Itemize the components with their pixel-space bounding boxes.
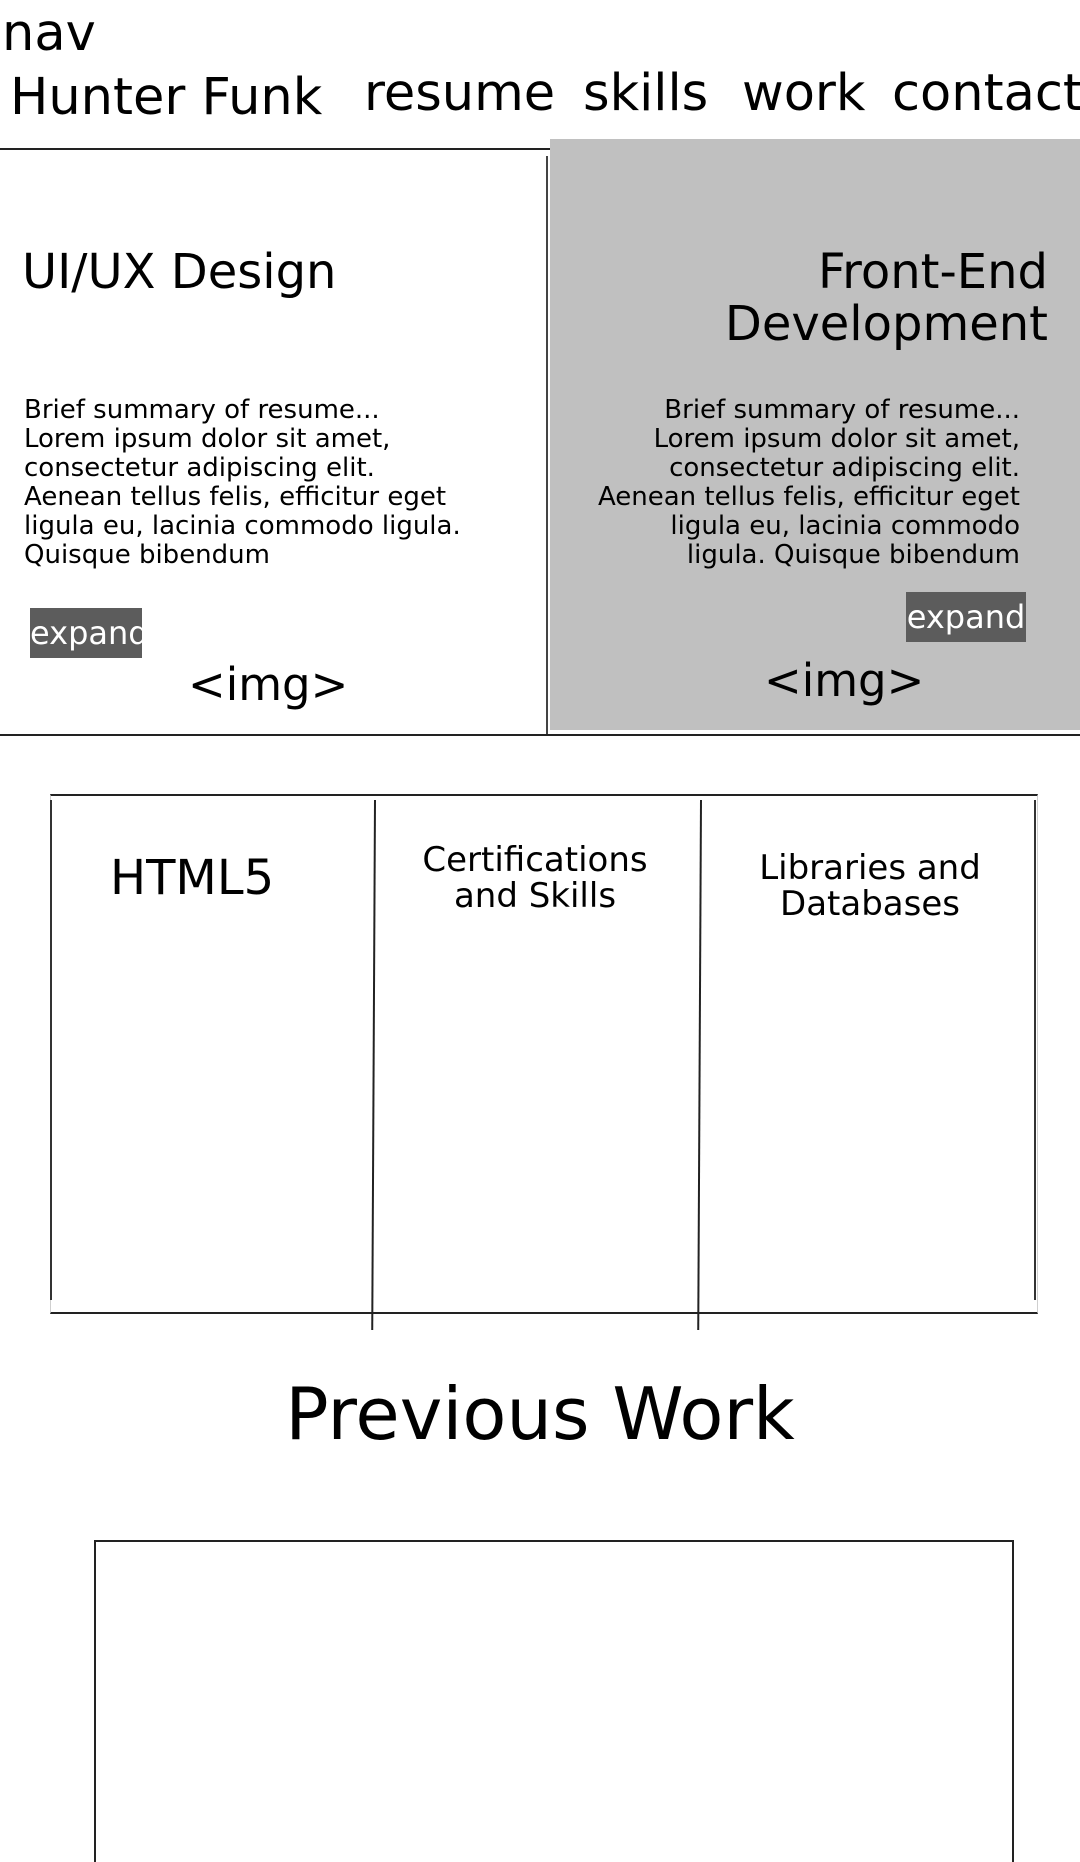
summary-line: ligula. Quisque bibendum: [686, 540, 1020, 570]
summary-line: consectetur adipiscing elit.: [669, 453, 1020, 483]
nav-link-contact[interactable]: contact: [892, 64, 1080, 123]
front-end-card-title: Front-End Development: [650, 246, 1048, 350]
skill-column-libraries: Libraries and Databases: [740, 850, 1000, 922]
skill-heading-line: Databases: [780, 884, 960, 924]
nav-label: nav: [2, 4, 96, 63]
summary-line: Aenean tellus felis, efficitur eget: [24, 482, 447, 512]
summary-line: Brief summary of resume...: [24, 395, 380, 425]
nav-link-work[interactable]: work: [742, 64, 866, 123]
front-end-image-placeholder: <img>: [764, 654, 925, 707]
front-end-expand-button[interactable]: expand: [906, 592, 1026, 642]
summary-line: ligula eu, lacinia commodo: [670, 511, 1020, 541]
summary-line: consectetur adipiscing elit.: [24, 453, 375, 483]
nav-link-resume[interactable]: resume: [364, 64, 556, 123]
skill-column-html5: HTML5: [110, 850, 274, 906]
summary-line: Quisque bibendum: [24, 540, 270, 570]
nav-link-skills[interactable]: skills: [583, 64, 709, 123]
brand-name[interactable]: Hunter Funk: [10, 68, 323, 127]
skills-panel-right-edge: [1034, 800, 1036, 1300]
skill-heading-line: Libraries and: [759, 848, 981, 888]
skill-heading: HTML5: [110, 850, 275, 906]
title-line: Front-End: [818, 244, 1048, 300]
hero-column-divider: [546, 156, 548, 734]
previous-work-title: Previous Work: [285, 1372, 795, 1456]
header-divider: [0, 148, 1080, 150]
ui-ux-expand-button[interactable]: expand: [30, 608, 149, 658]
summary-line: Aenean tellus felis, efficitur eget: [597, 482, 1020, 512]
skill-heading-line: Certifications: [422, 840, 648, 880]
skill-heading-line: and Skills: [453, 876, 617, 916]
summary-line: Lorem ipsum dolor sit amet,: [24, 424, 391, 454]
summary-line: ligula eu, lacinia commodo ligula.: [24, 511, 461, 541]
skills-panel-left-edge: [50, 800, 52, 1300]
front-end-card-summary: Brief summary of resume... Lorem ipsum d…: [580, 396, 1020, 570]
summary-line: Lorem ipsum dolor sit amet,: [653, 424, 1020, 454]
ui-ux-card-summary: Brief summary of resume... Lorem ipsum d…: [24, 396, 504, 570]
previous-work-panel: [94, 1540, 1014, 1862]
summary-line: Brief summary of resume...: [664, 395, 1020, 425]
ui-ux-card-title: UI/UX Design: [22, 244, 337, 300]
skill-column-certifications: Certifications and Skills: [410, 842, 660, 914]
title-line: Development: [724, 296, 1048, 352]
hero-bottom-divider: [0, 734, 1080, 736]
ui-ux-image-placeholder: <img>: [188, 658, 349, 711]
